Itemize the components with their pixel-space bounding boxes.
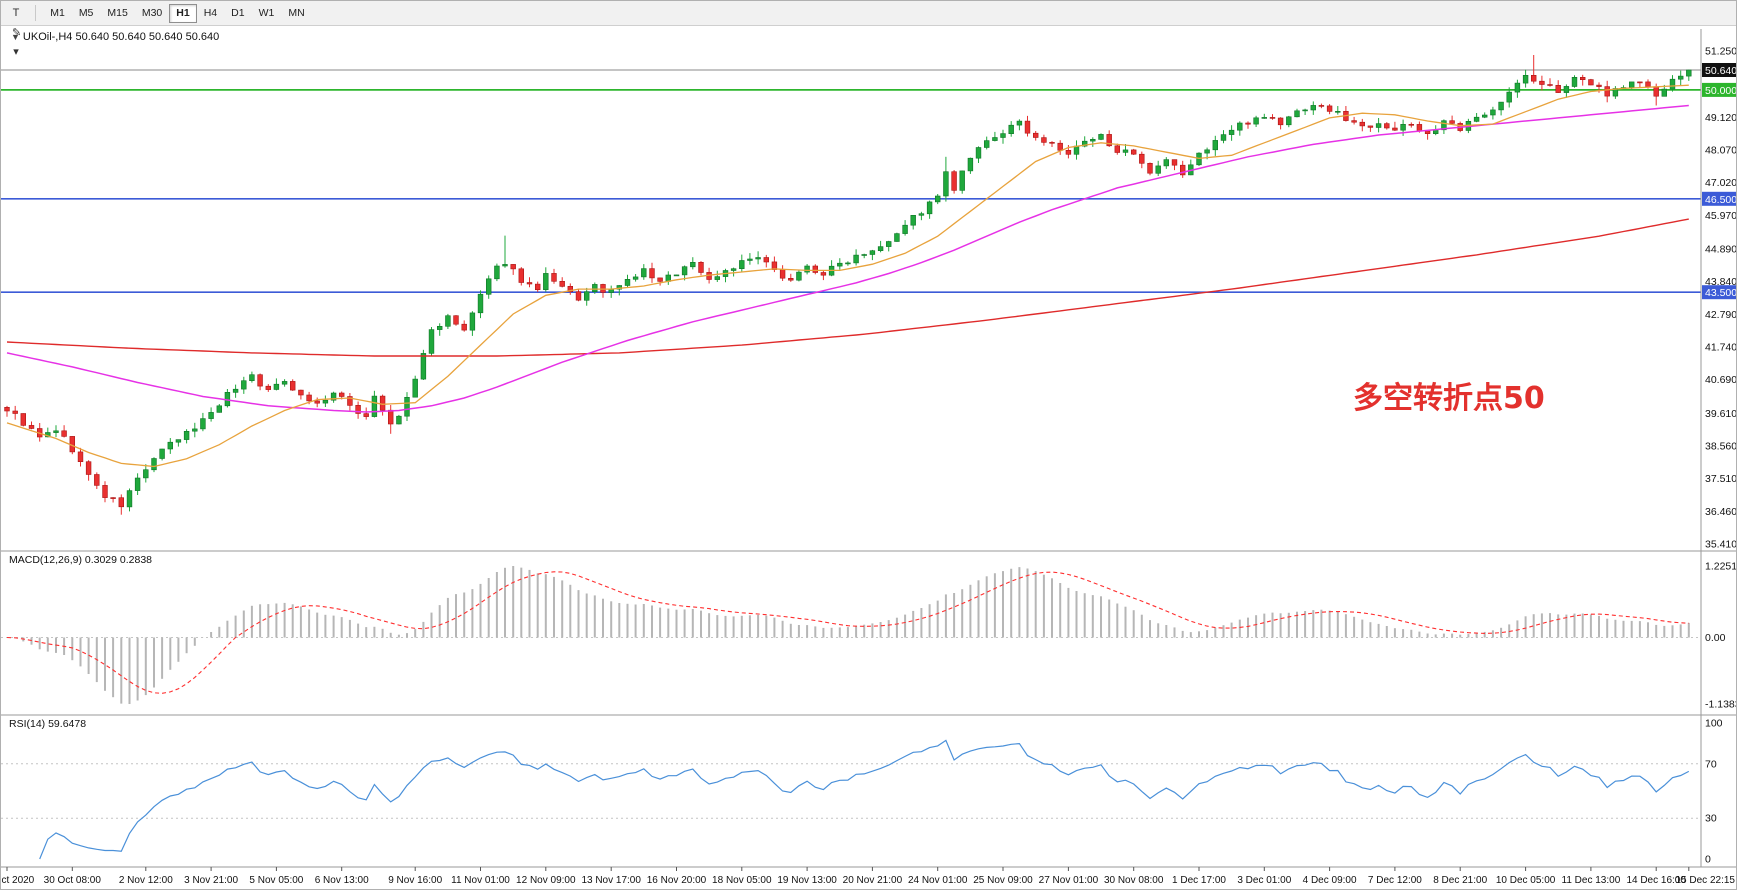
price-badge-46.500: 46.500: [1702, 191, 1737, 206]
time-axis-label: 29 Oct 2020: [1, 875, 35, 886]
rsi-axis-label: 0: [1705, 854, 1711, 866]
draw-tool-icon[interactable]: ✎: [5, 23, 28, 42]
time-axis-label: 11 Dec 13:00: [1562, 875, 1621, 886]
price-tick-label: 47.020: [1705, 177, 1737, 189]
timeframe-button-w1[interactable]: W1: [252, 4, 282, 23]
macd-axis-label: -1.1383: [1705, 699, 1737, 711]
time-axis-label: 4 Dec 09:00: [1303, 875, 1357, 886]
price-badge-50.640: 50.640: [1702, 63, 1737, 77]
toolbar-separator: [35, 5, 37, 21]
time-axis-label: 9 Nov 16:00: [388, 875, 442, 886]
indicator-axis[interactable]: 1.2251 0.00 -1.1383 100 70 30 0: [1705, 561, 1737, 866]
time-axis-label: 16 Nov 20:00: [647, 875, 707, 886]
price-tick-label: 42.790: [1705, 309, 1737, 321]
price-tick-label: 48.070: [1705, 145, 1737, 157]
timeframe-button-m30[interactable]: M30: [135, 4, 169, 23]
chart-canvas[interactable]: 51.250 49.120 48.070 47.020 45.970 44.890 43.8…: [1, 25, 1737, 890]
price-tick-label: 45.970: [1705, 210, 1737, 222]
price-tick-label: 44.890: [1705, 243, 1737, 255]
time-axis-label: 10 Dec 05:00: [1496, 875, 1556, 886]
main-price-panel: [1, 55, 1701, 515]
price-badge-43.500: 43.500: [1702, 285, 1737, 300]
price-axis[interactable]: 51.250 49.120 48.070 47.020 45.970 44.890 43.8…: [1702, 46, 1737, 551]
ma-fast-orange-line: [6, 84, 1689, 468]
timeframe-button-mn[interactable]: MN: [281, 4, 311, 23]
timeframe-button-h4[interactable]: H4: [197, 4, 224, 23]
timeframe-buttons-group: M1 M5 M15 M30 H1 H4 D1 W1 MN: [43, 3, 311, 23]
time-axis-label: 5 Nov 05:00: [249, 875, 303, 886]
time-axis[interactable]: 29 Oct 2020 30 Oct 08:00 2 Nov 12:00 3 Nov …: [1, 867, 1735, 886]
price-tick-label: 38.560: [1705, 441, 1737, 453]
timeframe-button-m1[interactable]: M1: [43, 4, 72, 23]
timeframe-button-h1[interactable]: H1: [169, 3, 197, 23]
svg-text:43.500: 43.500: [1705, 287, 1737, 299]
price-badge-50.000: 50.000: [1702, 82, 1737, 97]
rsi-panel: [1, 739, 1701, 860]
time-axis-label: 8 Dec 21:00: [1433, 875, 1487, 886]
time-axis-label: 20 Nov 21:00: [843, 875, 903, 886]
time-axis-label: 2 Nov 12:00: [119, 875, 173, 886]
chart-plot-area[interactable]: [1, 29, 1701, 867]
macd-signal-line: [6, 571, 1689, 694]
time-axis-label: 1 Dec 17:00: [1172, 875, 1226, 886]
price-tick-label: 35.410: [1705, 539, 1737, 551]
macd-histogram: [14, 566, 1690, 704]
macd-axis-label: 0.00: [1705, 632, 1726, 644]
timeframe-button-m15[interactable]: M15: [100, 4, 134, 23]
macd-axis-label: 1.2251: [1705, 561, 1737, 573]
time-axis-label: 3 Dec 01:00: [1237, 875, 1291, 886]
time-axis-label: 27 Nov 01:00: [1039, 875, 1099, 886]
svg-text:50.640: 50.640: [1705, 65, 1737, 77]
drawing-tools-group: ✛AT✎▾: [5, 1, 28, 61]
svg-text:50.000: 50.000: [1705, 85, 1737, 97]
rsi-axis-label: 100: [1705, 718, 1723, 730]
time-axis-label: 12 Nov 09:00: [516, 875, 576, 886]
time-axis-label: 30 Oct 08:00: [44, 875, 102, 886]
time-axis-label: 3 Nov 21:00: [184, 875, 238, 886]
macd-panel: [1, 566, 1701, 704]
time-axis-label: 15 Dec 22:15: [1676, 875, 1736, 886]
price-tick-label: 43.840: [1705, 276, 1737, 288]
price-tick-label: 37.510: [1705, 473, 1737, 485]
time-axis-label: 7 Dec 12:00: [1368, 875, 1422, 886]
time-axis-label: 13 Nov 17:00: [581, 875, 641, 886]
time-axis-label: 24 Nov 01:00: [908, 875, 968, 886]
draw-tool-dropdown-icon[interactable]: ▾: [5, 42, 27, 61]
price-tick-label: 36.460: [1705, 506, 1737, 518]
time-axis-label: 25 Nov 09:00: [973, 875, 1033, 886]
rsi-axis-label: 70: [1705, 758, 1717, 770]
timeframe-button-m5[interactable]: M5: [72, 4, 101, 23]
timeframe-button-d1[interactable]: D1: [224, 4, 251, 23]
time-axis-label: 6 Nov 13:00: [315, 875, 369, 886]
rsi-axis-label: 30: [1705, 813, 1717, 825]
label-tool-icon[interactable]: T: [5, 4, 27, 23]
price-tick-label: 41.740: [1705, 342, 1737, 354]
time-axis-label: 30 Nov 08:00: [1104, 875, 1164, 886]
time-axis-label: 11 Nov 01:00: [451, 875, 510, 886]
ma-mid-magenta-line: [6, 104, 1689, 413]
price-tick-label: 40.690: [1705, 374, 1737, 386]
time-axis-label: 18 Nov 05:00: [712, 875, 772, 886]
price-tick-label: 49.120: [1705, 112, 1737, 124]
svg-text:46.500: 46.500: [1705, 194, 1737, 206]
time-axis-label: 14 Dec 16:00: [1626, 875, 1686, 886]
price-tick-label: 39.610: [1705, 408, 1737, 420]
rsi-line: [39, 739, 1690, 860]
price-tick-label: 51.250: [1705, 46, 1737, 58]
ma-slow-red-line: [6, 218, 1689, 357]
time-axis-label: 19 Nov 13:00: [777, 875, 837, 886]
